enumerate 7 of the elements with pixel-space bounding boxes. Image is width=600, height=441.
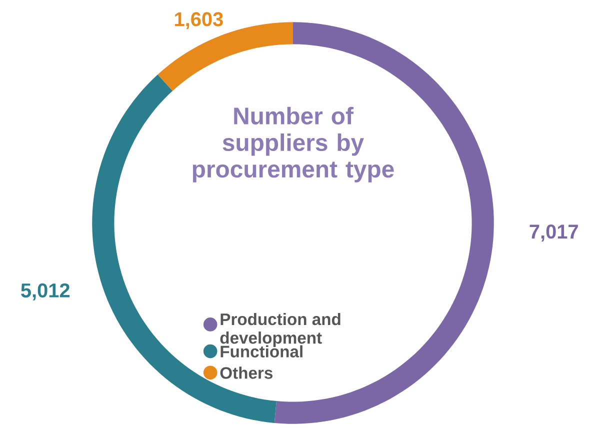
legend-label: Others xyxy=(220,366,272,379)
data-label: 5,012 xyxy=(21,283,70,300)
data-label: 1,603 xyxy=(175,12,223,30)
data-label: 7,017 xyxy=(530,224,578,242)
legend-label: Functional xyxy=(220,345,302,358)
legend-label: Production and development xyxy=(220,312,340,348)
text: Number of suppliers by procurement type xyxy=(192,106,394,182)
